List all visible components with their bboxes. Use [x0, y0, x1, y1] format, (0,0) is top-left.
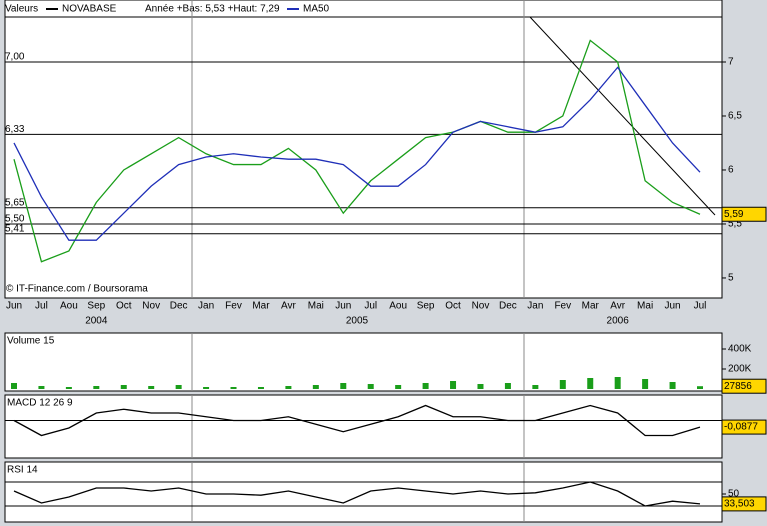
x-tick-label: Mar — [252, 301, 270, 312]
bar — [230, 387, 237, 389]
bar — [203, 387, 210, 389]
bar — [148, 386, 155, 389]
x-tick-label: Mai — [637, 301, 653, 312]
bar — [175, 385, 182, 389]
y-tick-label: 5,5 — [728, 219, 742, 230]
bar — [11, 383, 17, 389]
bar — [285, 386, 292, 389]
bar — [697, 386, 703, 389]
price-panel — [4, 0, 723, 299]
level-label: 7,00 — [5, 52, 25, 63]
x-tick-label: Jan — [527, 301, 543, 312]
level-label: 5,65 — [5, 197, 25, 208]
x-tick-label: Aou — [60, 301, 78, 312]
x-tick-label: Jul — [35, 301, 48, 312]
level-label: 5,50 — [5, 214, 25, 225]
last-value-box — [721, 419, 767, 435]
x-tick-label: Avr — [281, 301, 296, 312]
x-tick-label: Jul — [694, 301, 707, 312]
x-tick-label: Fev — [554, 301, 571, 312]
x-tick-label: Nov — [472, 301, 490, 312]
x-tick-label: Nov — [142, 301, 160, 312]
x-tick-label: Sep — [417, 301, 435, 312]
bar — [65, 387, 72, 389]
source: © IT-Finance.com / Boursorama — [6, 284, 148, 295]
panel-title: MACD 12 26 9 — [7, 398, 73, 409]
y-tick-label: 200K — [728, 364, 752, 375]
bar — [669, 382, 676, 389]
last-value-box — [721, 496, 767, 512]
bar — [38, 386, 45, 389]
bar — [422, 383, 429, 389]
x-tick-label: Avr — [610, 301, 625, 312]
bar — [120, 385, 127, 389]
bar — [614, 377, 621, 389]
last-value-box — [721, 206, 767, 222]
series-line — [13, 39, 701, 263]
indicator-line — [13, 404, 701, 437]
trend-line — [529, 16, 716, 216]
year-label: 2005 — [346, 316, 369, 327]
level-label: 6,33 — [5, 124, 25, 135]
x-tick-label: Mai — [308, 301, 324, 312]
year-label: 2004 — [85, 316, 108, 327]
bar — [93, 386, 100, 389]
x-tick-label: Aou — [389, 301, 407, 312]
bar — [587, 378, 594, 389]
legend-label: MA50 — [303, 4, 330, 15]
y-tick-label: 7 — [728, 57, 734, 68]
x-tick-label: Oct — [116, 301, 132, 312]
bar — [532, 385, 539, 389]
bar — [312, 385, 319, 389]
series-line — [13, 66, 701, 241]
bar — [559, 380, 566, 389]
last-value-box — [721, 378, 767, 394]
bar — [340, 383, 347, 389]
bar — [367, 384, 374, 389]
volume-panel — [4, 332, 723, 392]
x-tick-label: Jan — [198, 301, 214, 312]
last-value-label: 5,59 — [724, 209, 744, 220]
x-tick-label: Mar — [582, 301, 600, 312]
y-tick-label: 5 — [728, 273, 734, 284]
x-tick-label: Fev — [225, 301, 242, 312]
bar — [257, 387, 264, 389]
y-tick-label: 6,5 — [728, 111, 742, 122]
panel-title: Volume 15 — [7, 336, 55, 347]
last-value-label: 27856 — [724, 381, 752, 392]
last-value-label: 33,503 — [724, 499, 755, 510]
panel-title: RSI 14 — [7, 465, 38, 476]
x-tick-label: Sep — [87, 301, 105, 312]
x-tick-label: Oct — [445, 301, 461, 312]
legend-symbol: NOVABASE — [62, 4, 117, 15]
rsi-panel — [4, 461, 723, 523]
subtitle: Année +Bas: 5,53 +Haut: 7,29 — [145, 4, 280, 15]
bar — [642, 379, 649, 389]
x-tick-label: Dec — [170, 301, 188, 312]
x-tick-label: Jun — [6, 301, 22, 312]
x-tick-label: Jul — [364, 301, 377, 312]
x-tick-label: Dec — [499, 301, 517, 312]
y-tick-label: 6 — [728, 165, 734, 176]
level-label: 5,41 — [5, 223, 25, 234]
bar — [395, 385, 402, 389]
y-tick-label: 50 — [728, 489, 740, 500]
x-tick-label: Jun — [664, 301, 680, 312]
year-label: 2006 — [607, 316, 630, 327]
bar — [450, 381, 457, 389]
bar — [477, 384, 484, 389]
indicator-line — [13, 481, 701, 507]
bar — [504, 383, 511, 389]
x-tick-label: Jun — [335, 301, 351, 312]
last-value-label: -0,0877 — [724, 422, 758, 433]
legend-title: Valeurs — [5, 4, 38, 15]
y-tick-label: 400K — [728, 344, 752, 355]
